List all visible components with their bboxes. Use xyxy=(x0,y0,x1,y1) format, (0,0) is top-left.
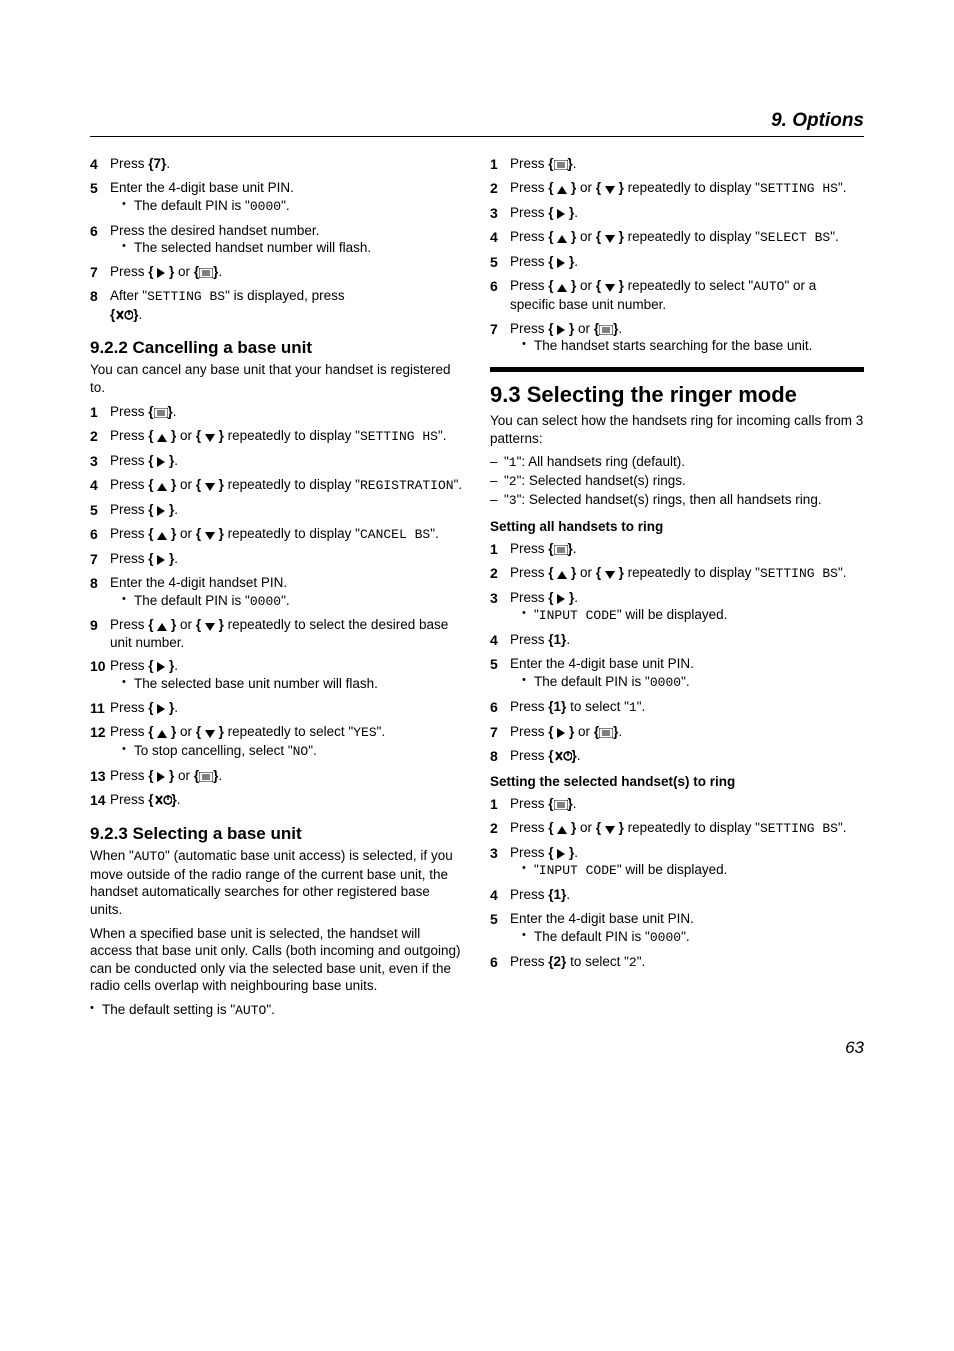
sel-step-6: 6 Press { } or { } repeatedly to select … xyxy=(490,277,864,313)
paragraph: You can select how the handsets ring for… xyxy=(490,412,864,447)
all-step-5: 5Enter the 4-digit base unit PIN. The de… xyxy=(490,655,864,691)
text: Press xyxy=(110,156,148,171)
cancel-step-13: 13 Press { } or {}. xyxy=(90,767,464,785)
sel-step-3: 3 Press { }. xyxy=(490,204,864,222)
sel-step-1: 1 Press {}. xyxy=(490,155,864,173)
heading-922: 9.2.2 Cancelling a base unit xyxy=(90,337,464,359)
cancel-step-6: 6 Press { } or { } repeatedly to display… xyxy=(90,525,464,544)
selh-step-3: 3Press { }. "INPUT CODE" will be display… xyxy=(490,844,864,880)
page: 9. Options 4 Press 7. 5 Enter the 4-digi… xyxy=(0,0,954,1351)
paragraph: You can cancel any base unit that your h… xyxy=(90,361,464,396)
title-rule xyxy=(90,136,864,137)
chapter-title: 9. Options xyxy=(90,110,864,132)
key-1: 1 xyxy=(548,699,566,714)
subheading: Setting all handsets to ring xyxy=(490,518,864,536)
all-step-2: 2Press { } or { } repeatedly to display … xyxy=(490,564,864,583)
step-7: 7 Press { } or {}. xyxy=(90,263,464,281)
all-step-1: 1Press {}. xyxy=(490,540,864,558)
key-1: 1 xyxy=(548,887,566,902)
cancel-step-7: 7 Press { }. xyxy=(90,550,464,568)
cancel-step-11: 11 Press { }. xyxy=(90,699,464,717)
paragraph: When "AUTO" (automatic base unit access)… xyxy=(90,847,464,919)
right-column: 1 Press {}. 2 Press { } or { } repeatedl… xyxy=(490,151,864,1020)
cancel-step-8: 8 Enter the 4-digit handset PIN. The def… xyxy=(90,574,464,610)
subheading: Setting the selected handset(s) to ring xyxy=(490,773,864,791)
bullet: The default setting is "AUTO". xyxy=(90,1001,464,1020)
step-8: 8 After "SETTING BS" is displayed, press… xyxy=(90,287,464,323)
dash-item: "3": Selected handset(s) rings, then all… xyxy=(490,491,864,510)
sel-step-7: 7 Press { } or {}. The handset starts se… xyxy=(490,320,864,355)
paragraph: When a specified base unit is selected, … xyxy=(90,925,464,995)
body-columns: 4 Press 7. 5 Enter the 4-digit base unit… xyxy=(90,151,864,1020)
step-5: 5 Enter the 4-digit base unit PIN. The d… xyxy=(90,179,464,215)
step-6: 6 Press the desired handset number. The … xyxy=(90,222,464,257)
key-1: 1 xyxy=(548,632,566,647)
cancel-step-14: 14 Press {}. xyxy=(90,791,464,809)
all-step-6: 6Press 1 to select "1". xyxy=(490,698,864,717)
cancel-step-1: 1 Press {}. xyxy=(90,403,464,421)
bullet: The default PIN is "0000". xyxy=(122,197,464,216)
dash-item: "2": Selected handset(s) rings. xyxy=(490,472,864,491)
section-rule xyxy=(490,367,864,372)
sel-step-4: 4 Press { } or { } repeatedly to display… xyxy=(490,228,864,247)
page-number: 63 xyxy=(90,1038,864,1058)
all-step-8: 8Press {}. xyxy=(490,747,864,765)
key-2: 2 xyxy=(548,954,566,969)
cancel-step-10: 10 Press { }. The selected base unit num… xyxy=(90,657,464,692)
cancel-step-3: 3 Press { }. xyxy=(90,452,464,470)
left-column: 4 Press 7. 5 Enter the 4-digit base unit… xyxy=(90,151,464,1020)
selh-step-1: 1Press {}. xyxy=(490,795,864,813)
cancel-step-4: 4 Press { } or { } repeatedly to display… xyxy=(90,476,464,495)
heading-93: 9.3 Selecting the ringer mode xyxy=(490,382,864,408)
selh-step-6: 6Press 2 to select "2". xyxy=(490,953,864,972)
cancel-step-5: 5 Press { }. xyxy=(90,501,464,519)
all-step-4: 4Press 1. xyxy=(490,631,864,649)
all-step-3: 3Press { }. "INPUT CODE" will be display… xyxy=(490,589,864,625)
cancel-step-2: 2 Press { } or { } repeatedly to display… xyxy=(90,427,464,446)
text: . xyxy=(166,156,170,171)
bullet: The selected handset number will flash. xyxy=(122,239,464,257)
all-step-7: 7Press { } or {}. xyxy=(490,723,864,741)
key-7: 7 xyxy=(148,156,166,171)
sel-step-5: 5 Press { }. xyxy=(490,253,864,271)
sel-step-2: 2 Press { } or { } repeatedly to display… xyxy=(490,179,864,198)
text: Enter the 4-digit base unit PIN. xyxy=(110,180,294,195)
cancel-step-12: 12 Press { } or { } repeatedly to select… xyxy=(90,723,464,761)
cancel-step-9: 9 Press { } or { } repeatedly to select … xyxy=(90,616,464,651)
text: Press the desired handset number. xyxy=(110,223,319,238)
selh-step-4: 4Press 1. xyxy=(490,886,864,904)
selh-step-5: 5Enter the 4-digit base unit PIN. The de… xyxy=(490,910,864,946)
selh-step-2: 2Press { } or { } repeatedly to display … xyxy=(490,819,864,838)
step-4: 4 Press 7. xyxy=(90,155,464,173)
dash-item: "1": All handsets ring (default). xyxy=(490,453,864,472)
heading-923: 9.2.3 Selecting a base unit xyxy=(90,823,464,845)
